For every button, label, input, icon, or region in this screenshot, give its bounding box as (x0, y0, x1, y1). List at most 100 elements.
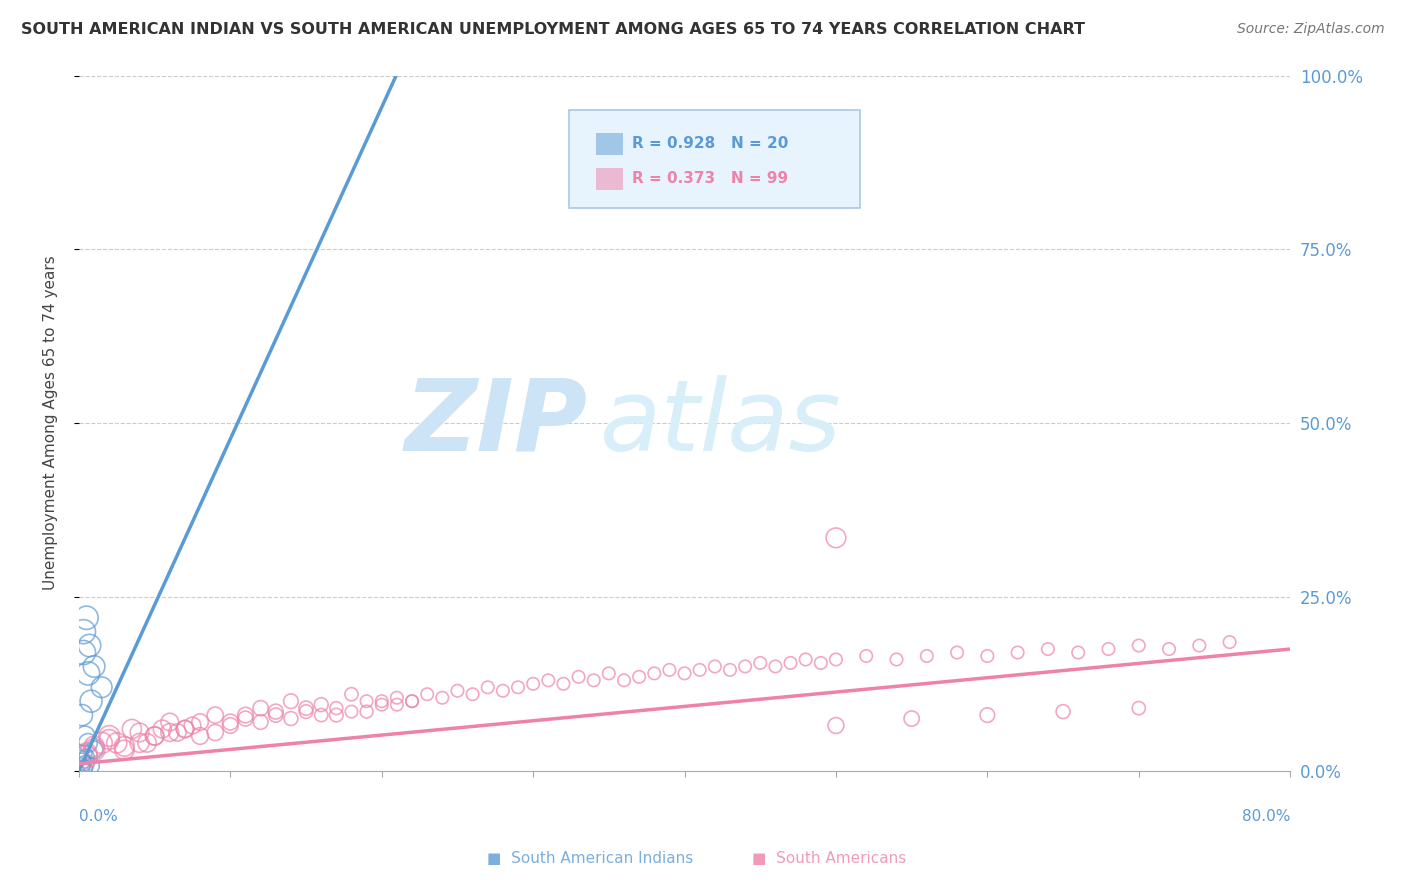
Point (83, 739, 105, 754)
Point (779, 656, 801, 670)
Text: ZIP: ZIP (405, 375, 588, 472)
Point (1128, 701, 1150, 715)
Point (598, 666, 620, 681)
Point (76, 611, 98, 625)
Point (1007, 646, 1029, 660)
Point (150, 722, 173, 736)
Point (613, 673, 636, 688)
Point (105, 736, 128, 750)
Point (121, 722, 143, 736)
Point (340, 687, 363, 701)
Point (83, 659, 105, 673)
Text: atlas: atlas (600, 375, 841, 472)
Point (264, 708, 287, 723)
Point (90, 736, 112, 750)
Point (371, 698, 394, 712)
Point (280, 712, 302, 726)
Text: 80.0%: 80.0% (1241, 809, 1291, 824)
Point (166, 725, 188, 739)
Point (401, 694, 423, 708)
Text: ■  South American Indians: ■ South American Indians (488, 851, 693, 865)
Point (70, 756, 93, 770)
Point (128, 725, 150, 739)
Point (976, 648, 998, 663)
Point (794, 652, 817, 666)
Point (80, 759, 103, 773)
Point (1067, 646, 1090, 660)
Point (1097, 642, 1119, 657)
Point (235, 712, 257, 726)
Point (416, 687, 439, 701)
Point (673, 666, 696, 681)
Point (72, 747, 94, 761)
Point (136, 736, 159, 750)
Point (568, 670, 591, 684)
Point (1219, 635, 1241, 649)
Point (1128, 639, 1150, 653)
FancyBboxPatch shape (596, 133, 623, 155)
Point (506, 680, 529, 694)
Point (143, 729, 166, 743)
FancyBboxPatch shape (569, 111, 860, 208)
Point (112, 739, 135, 754)
Point (340, 705, 363, 719)
Point (204, 708, 226, 723)
Point (159, 714, 181, 729)
Point (219, 718, 242, 732)
Text: SOUTH AMERICAN INDIAN VS SOUTH AMERICAN UNEMPLOYMENT AMONG AGES 65 TO 74 YEARS C: SOUTH AMERICAN INDIAN VS SOUTH AMERICAN … (21, 22, 1085, 37)
Point (76, 749, 98, 764)
FancyBboxPatch shape (596, 168, 623, 190)
Point (432, 690, 454, 705)
Point (112, 743, 135, 757)
Point (128, 736, 150, 750)
Point (98, 732, 121, 747)
Point (280, 694, 302, 708)
Point (810, 656, 832, 670)
Point (356, 705, 378, 719)
Point (749, 656, 772, 670)
Point (1052, 705, 1074, 719)
Point (477, 680, 499, 694)
Text: ■  South Americans: ■ South Americans (752, 851, 907, 865)
Point (77, 736, 100, 750)
Point (371, 694, 394, 708)
Point (174, 722, 197, 736)
Point (1157, 642, 1180, 657)
Point (264, 705, 287, 719)
Point (80, 694, 103, 708)
Point (825, 718, 848, 732)
Point (855, 648, 877, 663)
Text: 0.0%: 0.0% (79, 809, 118, 824)
Point (734, 659, 756, 673)
Point (1188, 639, 1211, 653)
Y-axis label: Unemployment Among Ages 65 to 74 years: Unemployment Among Ages 65 to 74 years (44, 256, 58, 591)
Point (249, 714, 271, 729)
Text: R = 0.373   N = 99: R = 0.373 N = 99 (633, 171, 789, 186)
Point (946, 646, 969, 660)
Point (825, 652, 848, 666)
Point (90, 680, 112, 694)
Point (461, 687, 484, 701)
Point (72, 624, 94, 639)
Point (73, 757, 96, 772)
Point (643, 666, 665, 681)
Point (446, 683, 468, 698)
Point (181, 718, 204, 732)
Point (689, 663, 711, 677)
Point (204, 725, 226, 739)
Point (159, 725, 181, 739)
Text: Source: ZipAtlas.com: Source: ZipAtlas.com (1237, 22, 1385, 37)
Point (658, 663, 681, 677)
Point (143, 729, 166, 743)
Point (582, 673, 605, 688)
Point (70, 708, 93, 723)
Point (628, 670, 651, 684)
Point (309, 698, 332, 712)
Point (900, 712, 922, 726)
Point (325, 701, 347, 715)
Point (295, 701, 318, 715)
Point (356, 694, 378, 708)
Point (83, 743, 105, 757)
Point (553, 677, 575, 691)
Point (174, 722, 197, 736)
